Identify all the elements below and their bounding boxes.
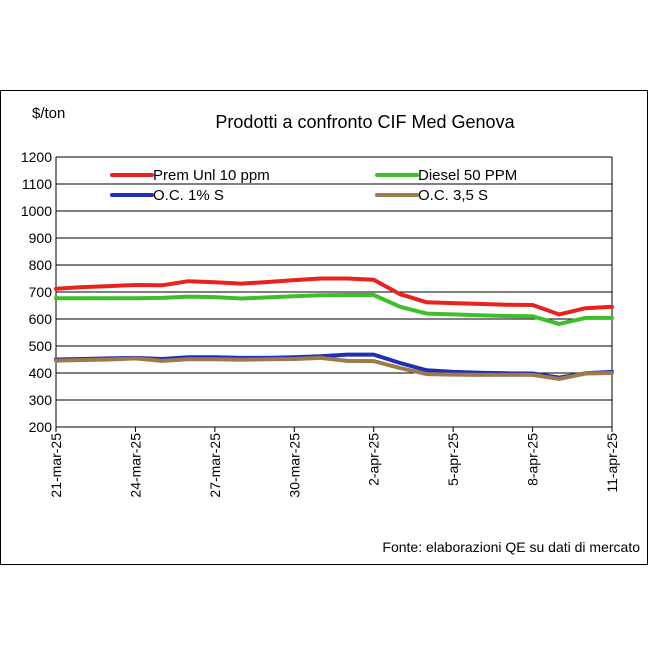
- chart-frame: 200 300 400 500 600 700 800 900 1000 1100 1200 21-m…: [0, 90, 648, 565]
- y-tick-label: 500: [29, 338, 53, 354]
- x-tick-label: 11-apr-25: [604, 433, 620, 493]
- series-line-0: [54, 276, 614, 317]
- x-tick-label: 21-mar-25: [48, 433, 64, 498]
- y-axis-unit-label: $/ton: [32, 105, 66, 122]
- legend-label: Diesel 50 PPM: [418, 167, 517, 184]
- x-tick-label: 27-mar-25: [207, 433, 223, 498]
- chart-title: Prodotti a confronto CIF Med Genova: [215, 112, 515, 132]
- y-tick-label: 400: [29, 365, 53, 381]
- y-tick-label: 900: [29, 230, 53, 246]
- y-tick-label: 200: [29, 419, 53, 435]
- x-tick-label: 24-mar-25: [127, 433, 143, 498]
- line-chart: 200 300 400 500 600 700 800 900 1000 1100 1200 21-m…: [21, 149, 620, 498]
- legend-label: O.C. 3,5 S: [418, 187, 488, 204]
- y-tick-label: 600: [29, 311, 53, 327]
- legend-label: O.C. 1% S: [153, 187, 224, 204]
- source-note: Fonte: elaborazioni QE su dati di mercat…: [382, 539, 640, 555]
- series-line-3: [54, 355, 614, 381]
- y-tick-label: 1000: [21, 203, 52, 219]
- x-tick-label: 5-apr-25: [445, 433, 461, 486]
- legend-label: Prem Unl 10 ppm: [153, 167, 270, 184]
- series-line-1: [54, 293, 614, 326]
- y-tick-label: 800: [29, 257, 53, 273]
- y-tick-label: 700: [29, 284, 53, 300]
- x-tick-label: 30-mar-25: [286, 433, 302, 498]
- y-tick-label: 1200: [21, 149, 52, 165]
- x-tick-label: 8-apr-25: [525, 433, 541, 486]
- x-tick-label: 2-apr-25: [366, 433, 382, 486]
- y-tick-label: 300: [29, 392, 53, 408]
- y-tick-label: 1100: [22, 176, 52, 192]
